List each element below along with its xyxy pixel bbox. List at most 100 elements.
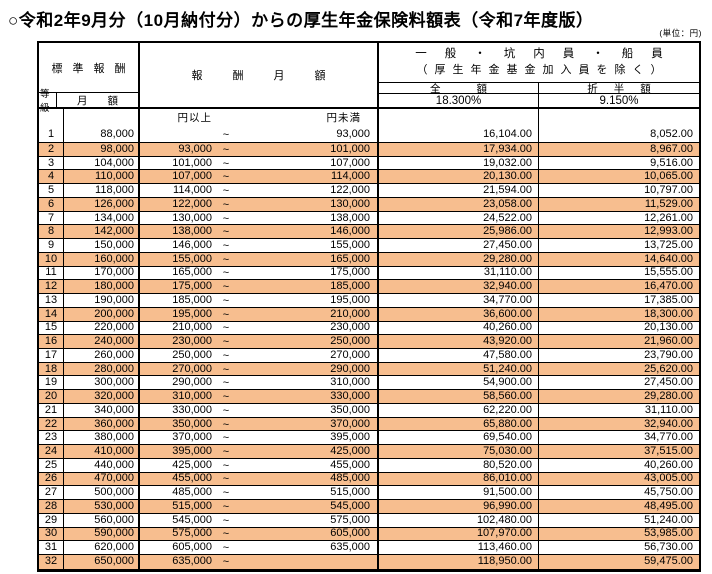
range-lower-value: 310,000 (172, 390, 212, 403)
table-row: 27 500,000 485,000 ~ 515,000 91,500.00 4… (39, 486, 699, 501)
full-amount-cell: 80,520.00 (379, 458, 539, 472)
monthly-amount-cell: 220,000 (64, 321, 140, 335)
table-row: 15 220,000 210,000 ~ 230,000 40,260.00 2… (39, 321, 699, 336)
range-upper-value: 330,000 (330, 390, 370, 403)
grade-cell: 2 (39, 143, 64, 156)
reward-range-cell: 575,000 ~ 605,000 (140, 527, 379, 541)
range-lower-value: 185,000 (172, 293, 212, 306)
grade-cell: 20 (39, 390, 64, 403)
half-amount-cell: 53,985.00 (644, 527, 693, 540)
grade-column-header: 等級 (39, 89, 57, 114)
table-row: 32 650,000 635,000 ~ 118,950.00 59,475.0… (39, 555, 699, 569)
monthly-amount-cell: 590,000 (64, 527, 140, 541)
upper-bound-label: 円未満 (326, 112, 361, 124)
reward-range-cell: 155,000 ~ 165,000 (140, 252, 379, 266)
range-upper-value: 350,000 (330, 403, 370, 416)
full-amount-cell: 65,880.00 (379, 417, 539, 431)
half-amount-cell: 9,516.00 (650, 156, 693, 169)
full-amount-cell: 51,240.00 (379, 362, 539, 376)
full-amount-cell: 54,900.00 (379, 376, 539, 390)
standard-reward-subheaders: 等級 月額 (39, 89, 138, 114)
monthly-amount-cell: 360,000 (64, 417, 140, 431)
grade-cell: 7 (39, 211, 64, 225)
reward-range-cell: 635,000 ~ (140, 555, 379, 569)
half-amount-cell: 29,280.00 (644, 390, 693, 403)
range-lower-value: 165,000 (172, 266, 212, 279)
reward-range-cell: 310,000 ~ 330,000 (140, 390, 379, 403)
range-tilde: ~ (222, 322, 230, 335)
reward-range-cell: 395,000 ~ 425,000 (140, 445, 379, 458)
reward-range-cell: 円以上 円未満 ~ 93,000 (140, 109, 379, 142)
reward-range-cell: 146,000 ~ 155,000 (140, 239, 379, 252)
table-row: 30 590,000 575,000 ~ 605,000 107,970.00 … (39, 527, 699, 542)
table-row: 9 150,000 146,000 ~ 155,000 27,450.00 13… (39, 239, 699, 253)
reward-range-cell: 165,000 ~ 175,000 (140, 266, 379, 280)
monthly-amount-cell: 470,000 (64, 472, 140, 486)
range-upper-value: 175,000 (330, 266, 370, 279)
range-tilde: ~ (222, 473, 230, 486)
table-row: 17 260,000 250,000 ~ 270,000 47,580.00 2… (39, 349, 699, 363)
monthly-amount-cell: 620,000 (64, 541, 140, 555)
grade-cell: 15 (39, 321, 64, 335)
reward-range-cell: 138,000 ~ 146,000 (140, 225, 379, 239)
half-amount-cell: 10,797.00 (644, 184, 693, 197)
monthly-amount-cell: 440,000 (64, 458, 140, 472)
half-amount-cell: 15,555.00 (644, 266, 693, 279)
range-lower-value: 425,000 (172, 458, 212, 471)
range-tilde: ~ (222, 391, 230, 404)
table-row: 24 410,000 395,000 ~ 425,000 75,030.00 3… (39, 445, 699, 459)
reward-range-cell: 230,000 ~ 250,000 (140, 335, 379, 349)
full-amount-cell: 31,110.00 (379, 266, 539, 280)
range-tilde: ~ (222, 446, 230, 459)
monthly-amount-column-header: 月額 (77, 94, 138, 107)
monthly-amount-cell: 170,000 (64, 266, 140, 280)
reward-range-cell: 130,000 ~ 138,000 (140, 211, 379, 225)
insured-category-header: 一般・坑内員・船員 （厚生年金基金加入員を除く） (379, 43, 699, 83)
table-row: 19 300,000 290,000 ~ 310,000 54,900.00 2… (39, 376, 699, 391)
range-lower-value: 350,000 (172, 417, 212, 430)
unit-note: (単位：円) (659, 28, 702, 38)
range-tilde: ~ (222, 294, 230, 307)
monthly-amount-cell: 200,000 (64, 307, 140, 321)
full-amount-cell: 86,010.00 (379, 472, 539, 486)
reward-range-cell: 545,000 ~ 575,000 (140, 513, 379, 527)
range-lower-value (140, 129, 212, 140)
range-bound-labels: 円以上 円未満 (140, 109, 377, 125)
range-lower-value: 395,000 (172, 445, 212, 458)
range-tilde: ~ (222, 157, 230, 170)
half-amount-cell: 10,065.00 (644, 170, 693, 183)
range-lower-value: 107,000 (172, 170, 212, 183)
range-lower-value: 605,000 (172, 541, 212, 554)
table-body: 1 88,000 円以上 円未満 ~ 93,000 16,104.00 8,05… (39, 109, 699, 569)
grade-cell: 29 (39, 513, 64, 527)
table-row: 11 170,000 165,000 ~ 175,000 31,110.00 1… (39, 266, 699, 281)
full-amount-cell: 34,770.00 (379, 294, 539, 307)
range-tilde: ~ (222, 418, 230, 431)
range-tilde: ~ (222, 349, 230, 362)
half-amount-cell: 14,640.00 (644, 252, 693, 265)
reward-range-cell: 290,000 ~ 310,000 (140, 376, 379, 390)
range-upper-value: 575,000 (330, 513, 370, 526)
reward-range-cell: 93,000 ~ 101,000 (140, 143, 379, 156)
grade-cell: 4 (39, 170, 64, 184)
monthly-amount-cell: 650,000 (64, 555, 140, 569)
range-tilde: ~ (222, 185, 230, 198)
monthly-amount-cell: 300,000 (64, 376, 140, 390)
half-amount-cell: 59,475.00 (644, 555, 693, 568)
grade-cell: 32 (39, 555, 64, 569)
full-amount-cell: 40,260.00 (379, 321, 539, 335)
table-row: 14 200,000 195,000 ~ 210,000 36,600.00 1… (39, 307, 699, 322)
full-amount-column-header: 全額 (379, 83, 539, 95)
amount-type-subheaders: 全額 折半額 (379, 83, 699, 95)
monthly-amount-cell: 240,000 (64, 335, 140, 349)
grade-cell: 30 (39, 527, 64, 541)
range-tilde: ~ (222, 487, 230, 500)
monthly-amount-cell: 380,000 (64, 431, 140, 445)
monthly-amount-cell: 190,000 (64, 294, 140, 307)
range-tilde: ~ (222, 377, 230, 390)
range-upper-value: 250,000 (330, 335, 370, 348)
range-upper-value: 545,000 (330, 499, 370, 512)
reward-range-cell: 175,000 ~ 185,000 (140, 280, 379, 294)
full-amount-cell: 91,500.00 (379, 486, 539, 500)
range-tilde: ~ (222, 281, 230, 294)
